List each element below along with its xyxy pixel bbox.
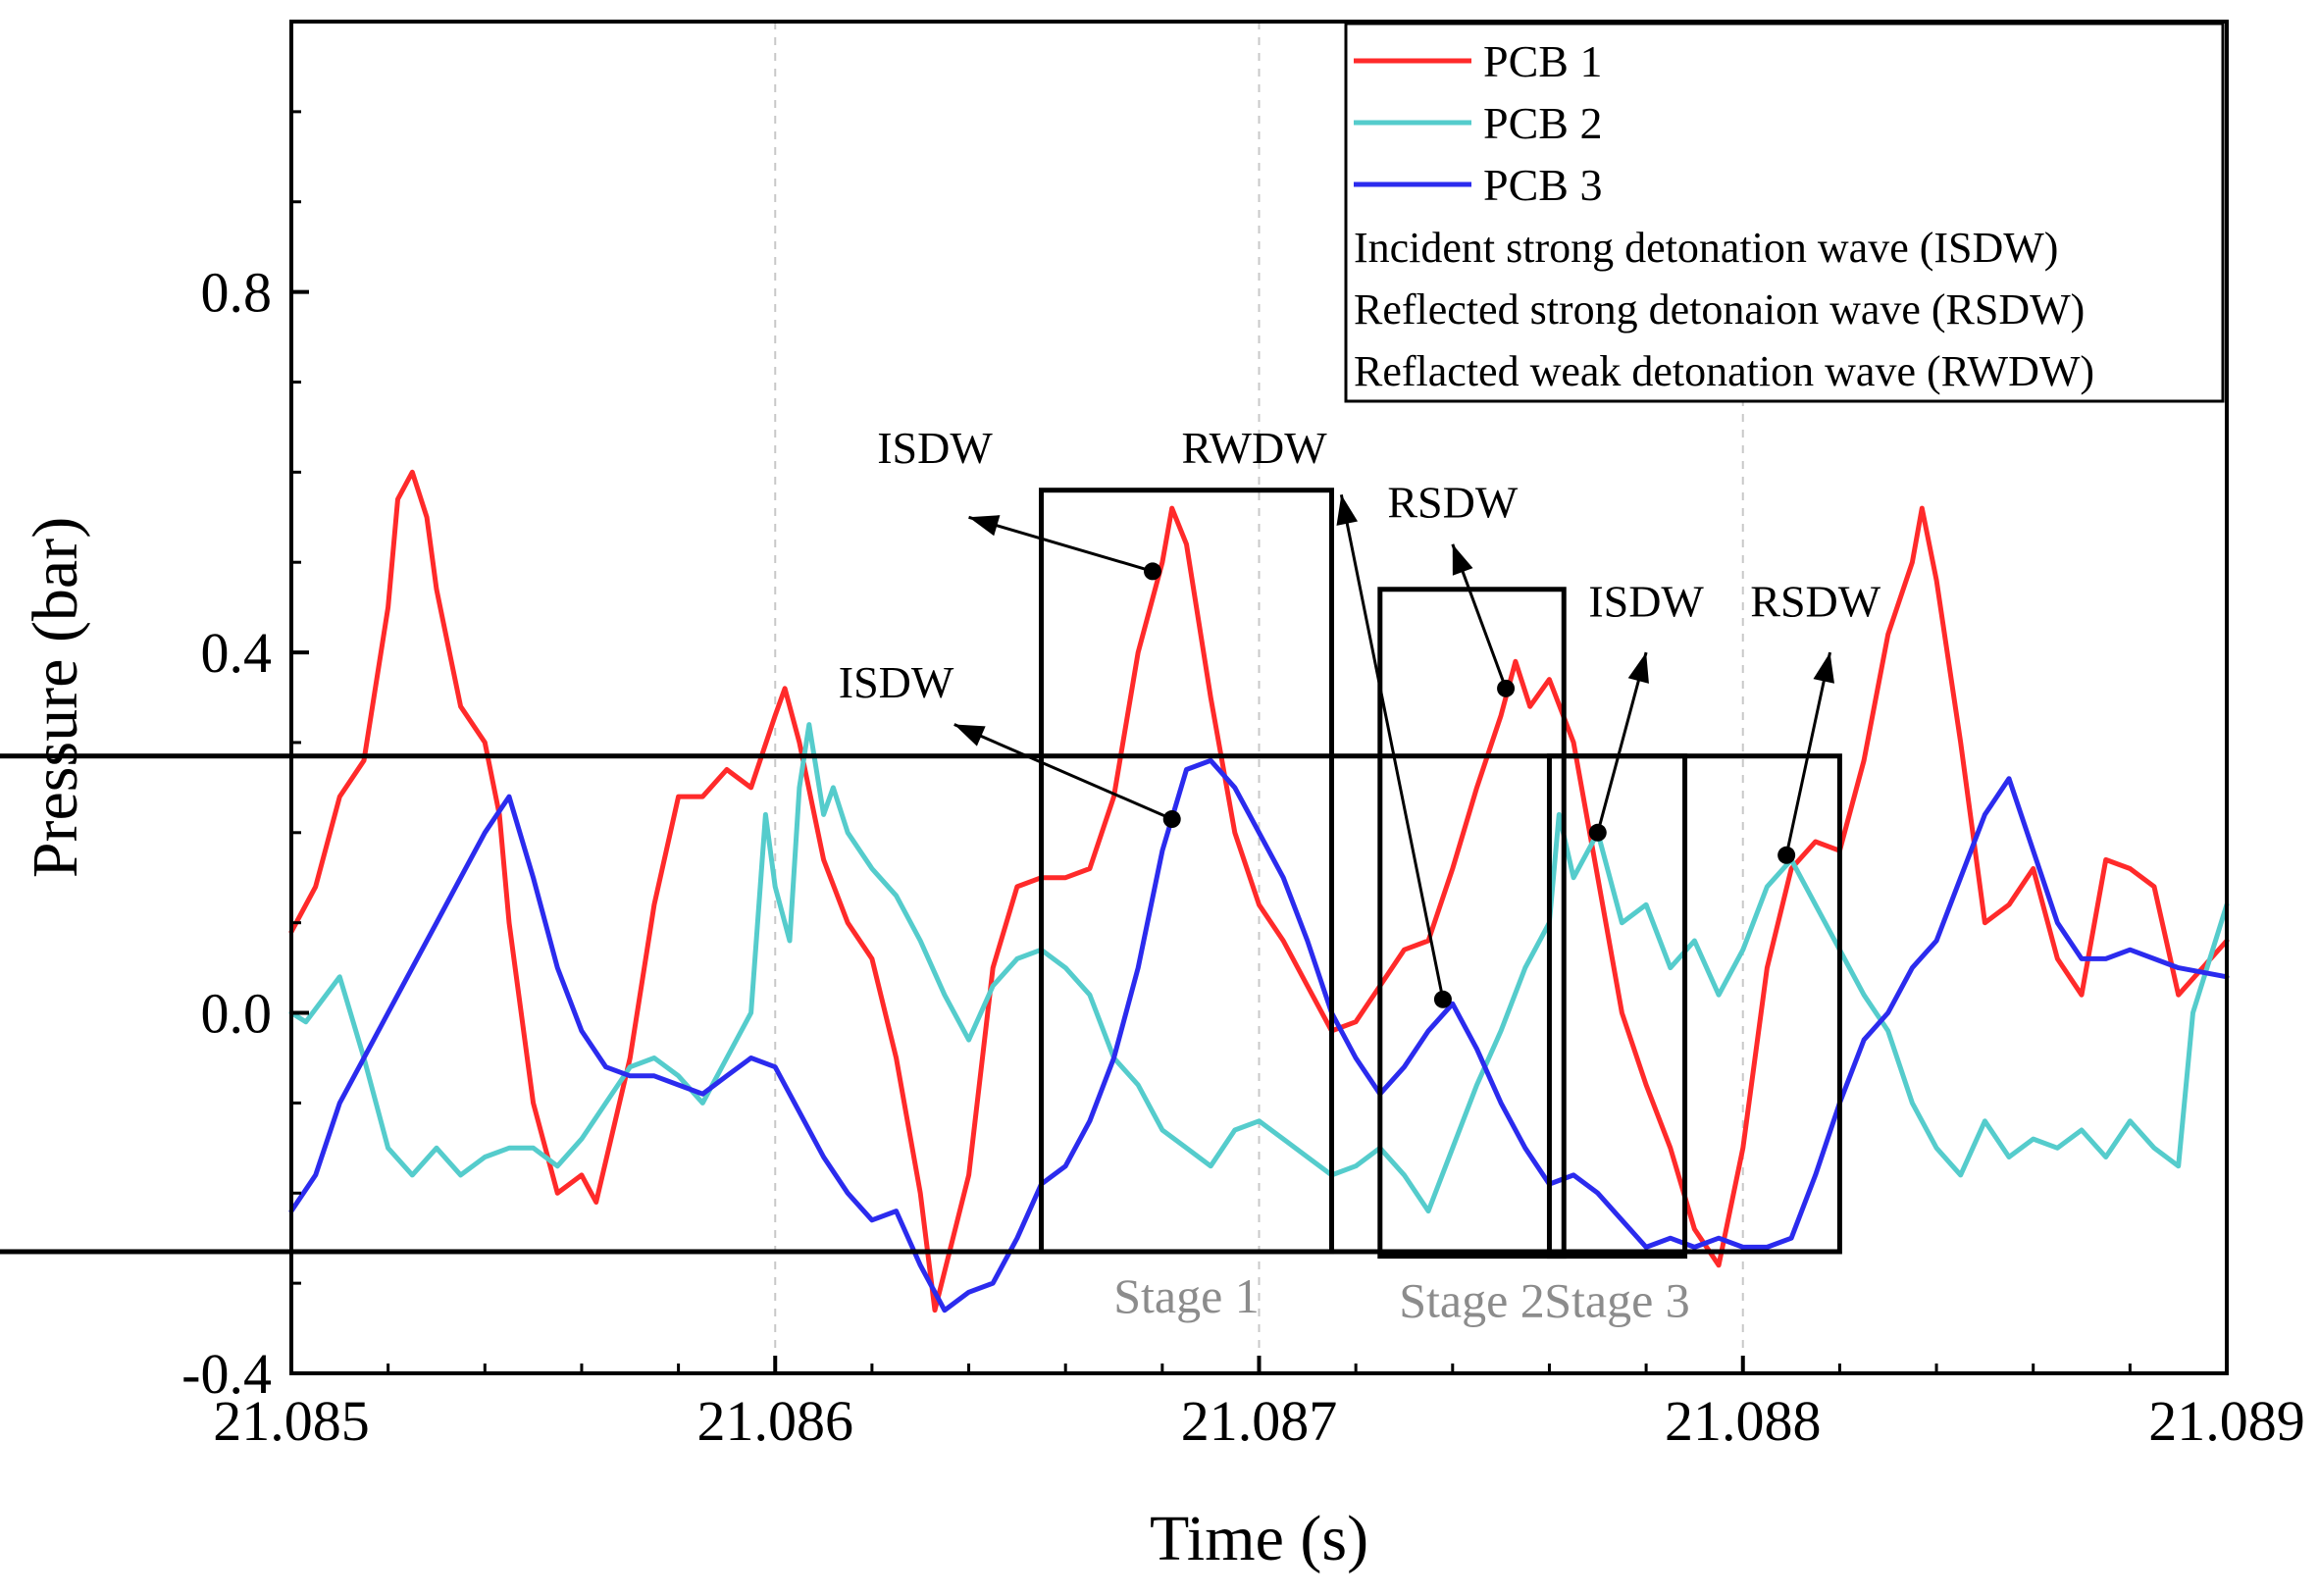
annotation-arrow-line	[953, 723, 1173, 821]
annotation-arrow-line	[1339, 494, 1445, 1001]
annotation-label: ISDW	[1588, 576, 1704, 626]
legend-label: PCB 3	[1483, 160, 1602, 210]
annotation-marker	[1433, 990, 1452, 1008]
legend-label: PCB 1	[1483, 36, 1602, 86]
series-line-pcb-2	[288, 722, 2230, 1214]
stage-label: Stage 1	[1113, 1268, 1260, 1323]
annotation-label: ISDW	[877, 423, 993, 473]
legend: PCB 1 PCB 2 PCB 3 Incident strong detonatio…	[1344, 22, 2225, 403]
annotation-label: RWDW	[1181, 423, 1327, 473]
annotation-arrowhead	[1452, 543, 1473, 576]
annotation-marker	[1588, 823, 1607, 842]
x-tick-label: 21.089	[2148, 1389, 2305, 1453]
legend-label: Incident strong detonation wave (ISDW)	[1354, 224, 2058, 272]
stage-box	[0, 753, 1842, 1255]
x-tick-label: 21.087	[1181, 1389, 1338, 1453]
annotation-arrow-line	[968, 515, 1154, 573]
annotation-label: RSDW	[1750, 576, 1880, 626]
annotation-label: ISDW	[839, 657, 954, 707]
annotation-label: RSDW	[1387, 477, 1518, 527]
annotation-arrowhead	[1813, 652, 1834, 684]
x-axis-label: Time (s)	[1150, 1503, 1368, 1574]
annotation-marker	[1162, 810, 1181, 829]
annotation-arrowhead	[953, 724, 986, 747]
y-axis-label: Pressure (bar)	[20, 517, 91, 878]
annotation-arrow-line	[1596, 651, 1648, 834]
y-tick-label: 0.0	[201, 982, 273, 1046]
x-tick-label: 21.085	[213, 1389, 370, 1453]
x-tick-label: 21.088	[1665, 1389, 1822, 1453]
annotation-arrowhead	[1627, 652, 1649, 684]
annotations: ISDW ISDW RWDW RSDW ISDW RSDW	[839, 423, 1881, 1008]
stage-label: Stage 3	[1544, 1273, 1690, 1328]
annotation-arrowhead	[1336, 494, 1359, 526]
legend-label: Reflacted weak detonation wave (RWDW)	[1354, 347, 2094, 395]
y-tick-label: 0.4	[201, 621, 273, 685]
y-tick-label: -0.4	[181, 1342, 272, 1406]
annotation-arrow-line	[1784, 651, 1832, 856]
annotation-marker	[1497, 679, 1516, 697]
annotation-arrowhead	[968, 515, 1001, 537]
axes: -0.4 0.0 0.4 0.8 21.085 21.086 21.087 21.088 21.…	[181, 20, 2305, 1453]
series-line-pcb-3	[288, 757, 2230, 1313]
annotation-marker	[1143, 562, 1161, 581]
stage-label: Stage 2	[1399, 1273, 1545, 1328]
series-line-pcb-1	[288, 469, 2230, 1313]
legend-box	[1344, 22, 2225, 403]
x-tick-label: 21.086	[697, 1389, 854, 1453]
y-tick-label: 0.8	[201, 261, 273, 325]
legend-label: Reflected strong detonaion wave (RSDW)	[1354, 285, 2085, 334]
legend-label: PCB 2	[1483, 98, 1602, 148]
stage-box	[1377, 587, 1567, 1260]
annotation-marker	[1777, 846, 1796, 864]
series-layer	[288, 469, 2230, 1313]
